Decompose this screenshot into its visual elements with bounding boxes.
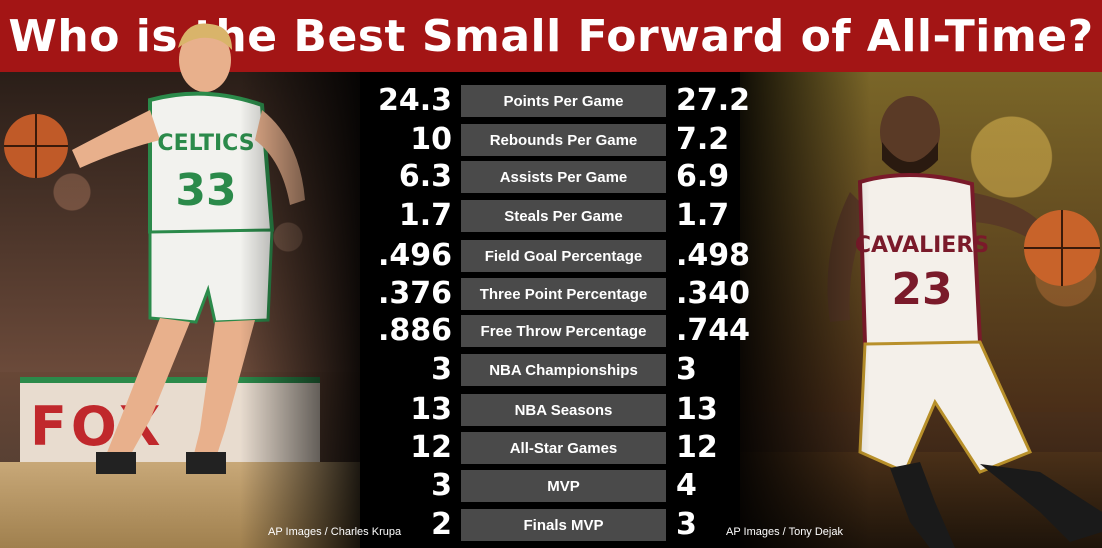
stat-label: Finals MVP <box>461 509 666 541</box>
stat-value-left: 6.3 <box>398 159 452 194</box>
stat-value-left: 10 <box>410 122 452 157</box>
stat-value-right: 3 <box>676 507 697 542</box>
stat-value-right: 12 <box>676 430 718 465</box>
stat-value-left: 12 <box>410 430 452 465</box>
photo-credit-right: AP Images / Tony Dejak <box>726 526 843 538</box>
stat-value-left: 24.3 <box>377 83 452 118</box>
stat-value-right: 4 <box>676 468 697 503</box>
stat-value-left: 13 <box>410 392 452 427</box>
stat-value-left: 2 <box>431 507 452 542</box>
jersey-team-left: CELTICS <box>157 131 254 156</box>
jersey-number-left: 33 <box>175 165 236 216</box>
stat-value-right: 13 <box>676 392 718 427</box>
stat-label: Three Point Percentage <box>461 278 666 310</box>
stat-label: MVP <box>461 470 666 502</box>
stat-value-right: 3 <box>676 352 697 387</box>
stat-value-left: 1.7 <box>398 198 452 233</box>
stat-label: All-Star Games <box>461 432 666 464</box>
stat-value-left: .496 <box>377 238 452 273</box>
stat-label: NBA Championships <box>461 354 666 386</box>
stat-label: Free Throw Percentage <box>461 315 666 347</box>
stat-label: Assists Per Game <box>461 161 666 193</box>
stat-label: Points Per Game <box>461 85 666 117</box>
stat-label: Steals Per Game <box>461 200 666 232</box>
stat-value-left: 3 <box>431 352 452 387</box>
fade-left <box>240 72 380 548</box>
jersey-team-right: CAVALIERS <box>855 233 989 258</box>
stat-value-left: 3 <box>431 468 452 503</box>
stat-label: NBA Seasons <box>461 394 666 426</box>
stat-label: Rebounds Per Game <box>461 124 666 156</box>
jersey-number-right: 23 <box>891 264 952 315</box>
fade-right <box>720 72 870 548</box>
player-figure-right: CAVALIERS 23 <box>827 96 1102 548</box>
stat-value-left: .376 <box>377 276 452 311</box>
photo-credit-left: AP Images / Charles Krupa <box>268 526 402 538</box>
stat-label: Field Goal Percentage <box>461 240 666 272</box>
stat-value-left: .886 <box>377 313 452 348</box>
